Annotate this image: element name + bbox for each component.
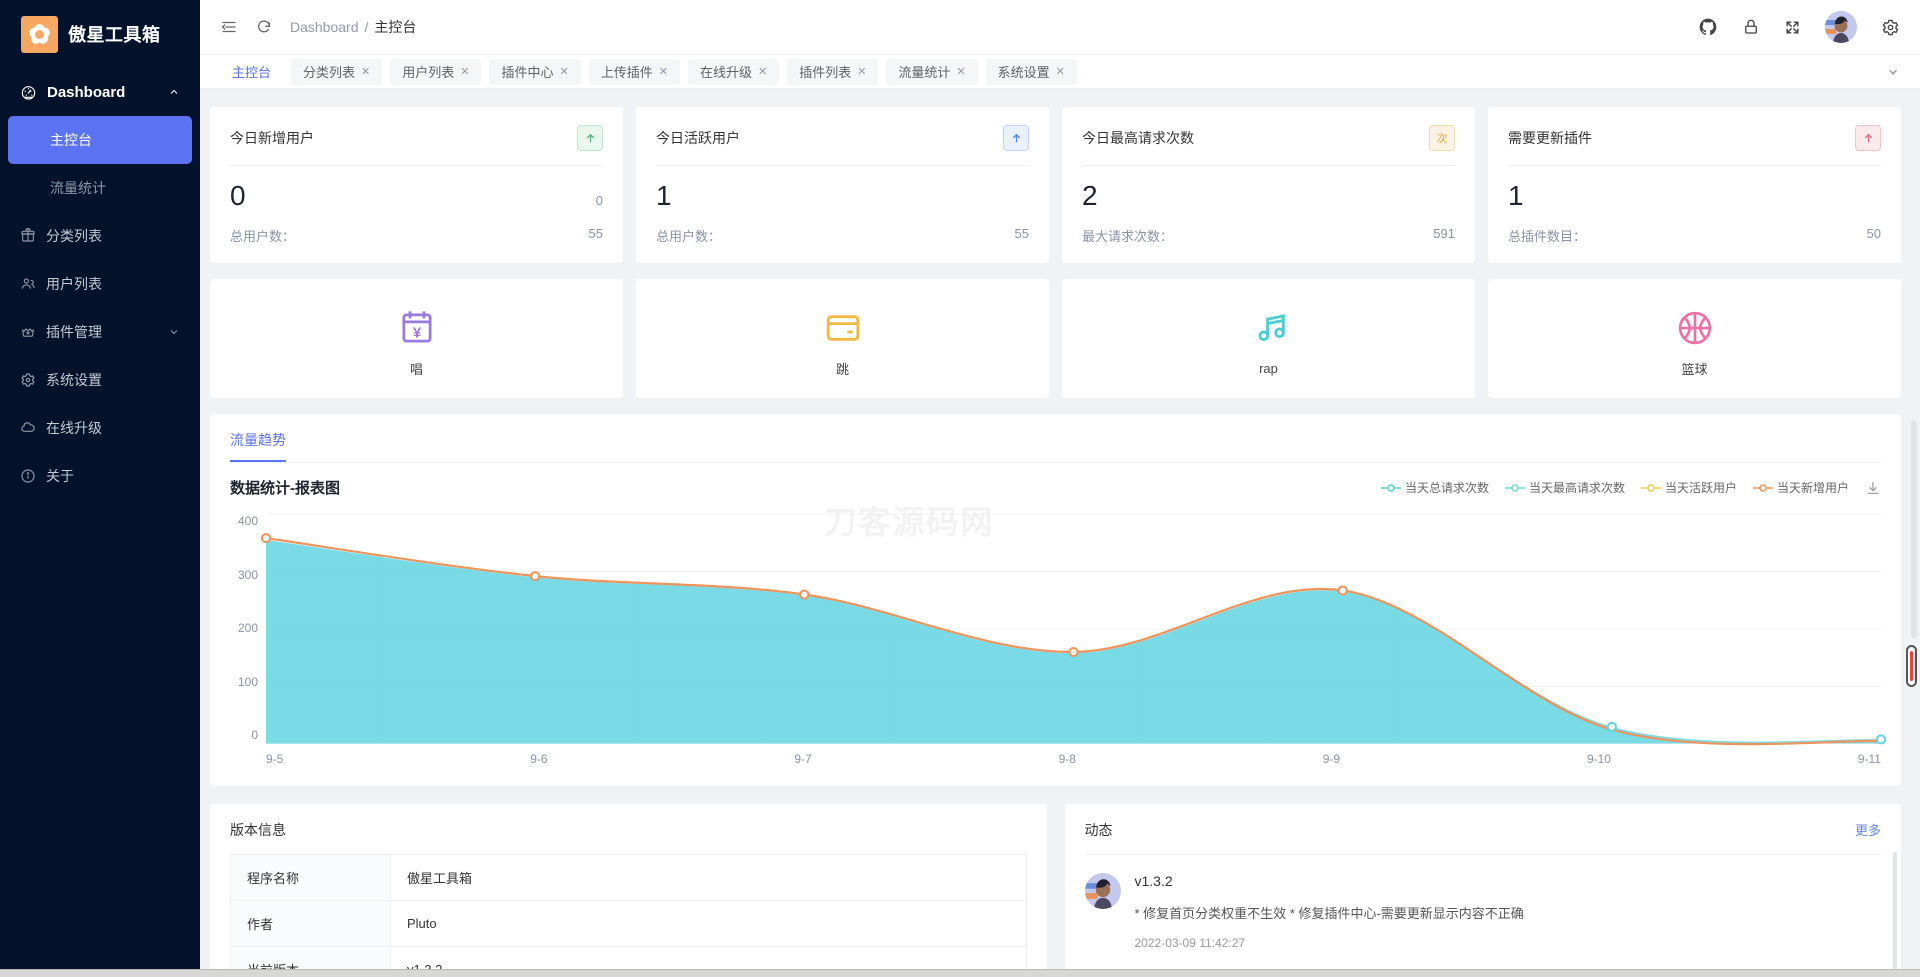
svg-text:¥: ¥ [412,325,421,341]
